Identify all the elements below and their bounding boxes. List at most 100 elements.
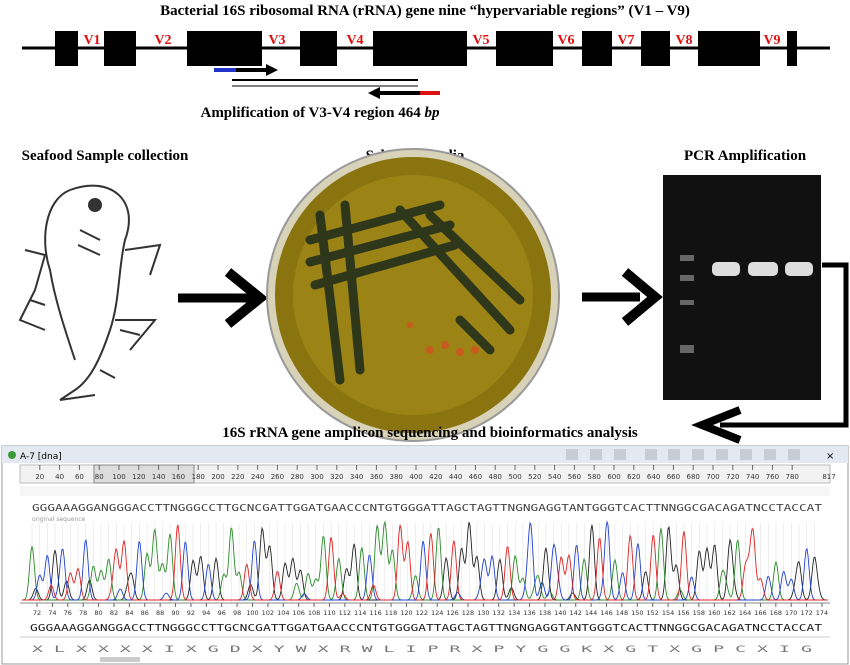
step-label: Seafood Sample collection	[22, 148, 189, 164]
region-label: V5	[472, 33, 489, 48]
ruler-bar	[19, 464, 831, 484]
tool-button[interactable]	[788, 449, 800, 460]
position-label: 166	[754, 609, 766, 617]
position-label: 84	[125, 609, 133, 617]
fin	[115, 319, 158, 351]
ruler-label: 740	[746, 473, 759, 481]
ruler-label: 720	[726, 473, 739, 481]
exon	[373, 31, 467, 66]
region-label: V4	[346, 33, 363, 48]
scroll-track[interactable]	[20, 486, 830, 496]
position-label: 82	[110, 609, 118, 617]
position-label: 100	[246, 609, 258, 617]
position-label: 172	[800, 609, 812, 617]
ruler-label: 240	[251, 473, 264, 481]
region-label: V3	[268, 33, 285, 48]
position-label: 154	[662, 609, 674, 617]
ruler-label: 100	[112, 473, 125, 481]
position-label: 92	[187, 609, 195, 617]
tool-button[interactable]	[590, 449, 602, 460]
ruler-label: 40	[55, 473, 64, 481]
tool-button[interactable]	[614, 449, 626, 460]
connector-arrow	[691, 262, 849, 444]
position-label: 132	[493, 609, 505, 617]
position-label: 72	[33, 609, 41, 617]
ruler-label: 580	[588, 473, 601, 481]
position-label: 142	[570, 609, 582, 617]
tool-button[interactable]	[668, 449, 680, 460]
position-label: 140	[554, 609, 566, 617]
tool-button[interactable]	[692, 449, 704, 460]
position-label: 106	[292, 609, 304, 617]
position-label: 112	[339, 609, 351, 617]
ruler-label: 400	[409, 473, 422, 481]
amplification-label: Amplification of V3-V4 region 464 bp	[200, 105, 440, 121]
ruler-label: 380	[390, 473, 403, 481]
exon	[698, 31, 760, 66]
tool-button[interactable]	[566, 449, 578, 460]
position-label: 110	[323, 609, 335, 617]
arrow	[582, 268, 663, 326]
exon	[104, 31, 136, 66]
position-label: 144	[585, 609, 597, 617]
eye	[88, 198, 102, 212]
scrollbar[interactable]	[100, 657, 140, 662]
fin	[124, 243, 162, 276]
ruler-label: 500	[508, 473, 521, 481]
ruler-label: 680	[687, 473, 700, 481]
position-label: 138	[539, 609, 551, 617]
position-label: 90	[171, 609, 179, 617]
position-label: 148	[616, 609, 628, 617]
step-label: PCR Amplification	[684, 148, 807, 164]
ruler-label: 817	[822, 473, 835, 481]
ruler-label: 260	[271, 473, 284, 481]
position-label: 164	[739, 609, 751, 617]
position-label: 160	[708, 609, 720, 617]
tool-button[interactable]	[716, 449, 728, 460]
position-label: 130	[477, 609, 489, 617]
tool-button[interactable]	[764, 449, 776, 460]
reverse-primer	[420, 91, 440, 95]
exon	[787, 31, 797, 66]
tool-button[interactable]	[740, 449, 752, 460]
position-label: 118	[385, 609, 397, 617]
position-label: 78	[79, 609, 87, 617]
ruler-label: 520	[528, 473, 541, 481]
basecalls: GGGAAAGGANGGACCTTNGGGCCTTGCNCGATTGGATGAA…	[30, 623, 822, 634]
exon	[496, 31, 553, 66]
trace	[22, 524, 828, 601]
ruler-label: 420	[429, 473, 442, 481]
tool-button[interactable]	[645, 449, 657, 460]
exon	[641, 31, 670, 66]
arrow-head	[266, 64, 278, 76]
ruler-label: 80	[95, 473, 104, 481]
ruler-label: 480	[489, 473, 502, 481]
ruler-label: 180	[192, 473, 205, 481]
amplification-unit: bp	[425, 105, 441, 121]
position-label: 80	[94, 609, 102, 617]
ruler-label: 640	[647, 473, 660, 481]
toolbar	[566, 449, 800, 460]
position-label: 102	[262, 609, 274, 617]
sequencing-label: 16S rRNA gene amplicon sequencing and bi…	[222, 425, 638, 441]
close-button[interactable]: ×	[826, 451, 834, 462]
position-label: 158	[693, 609, 705, 617]
position-label: 122	[416, 609, 428, 617]
position-label: 124	[431, 609, 443, 617]
position-label: 162	[723, 609, 735, 617]
ruler-label: 560	[568, 473, 581, 481]
position-label: 96	[218, 609, 226, 617]
ruler-label: 60	[75, 473, 84, 481]
ruler-label: 760	[766, 473, 779, 481]
position-label: 98	[233, 609, 241, 617]
ruler-label: 200	[211, 473, 224, 481]
ruler-label: 300	[310, 473, 323, 481]
icon	[8, 451, 16, 459]
ruler-label: 700	[706, 473, 719, 481]
sequence-note: original sequence	[32, 516, 86, 523]
ruler-label: 620	[627, 473, 640, 481]
petri-dish	[266, 148, 560, 442]
region-label: V6	[557, 33, 574, 48]
ruler-label: 440	[449, 473, 462, 481]
ruler-label: 220	[231, 473, 244, 481]
